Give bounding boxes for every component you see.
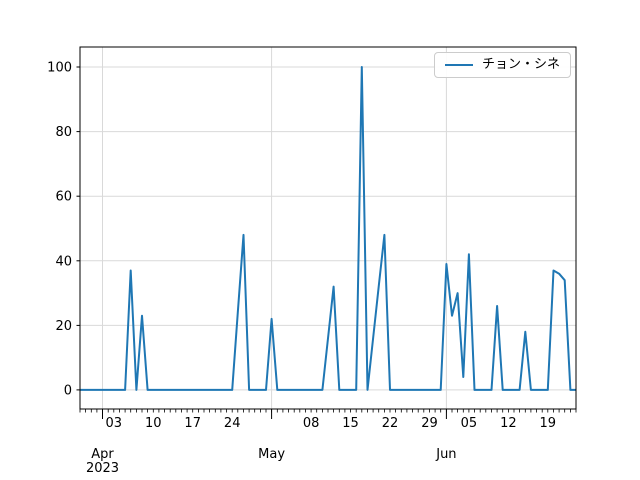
plot-border bbox=[79, 46, 577, 410]
legend-label: チョン・シネ bbox=[481, 57, 560, 72]
x-tick-label: 24 bbox=[224, 416, 241, 431]
data-line bbox=[80, 66, 576, 391]
legend-line-sample bbox=[444, 64, 473, 67]
x-tick-label: 08 bbox=[303, 416, 320, 431]
x-tick-label: 22 bbox=[382, 416, 399, 431]
x-tick-label: 15 bbox=[342, 416, 359, 431]
x-tick-label: 05 bbox=[461, 416, 478, 431]
y-tick-label: 0 bbox=[64, 383, 72, 398]
x-month-label: Apr bbox=[91, 447, 114, 462]
x-tick-label: 17 bbox=[184, 416, 201, 431]
y-tick-label: 40 bbox=[55, 254, 72, 269]
x-month-label: Jun bbox=[435, 447, 456, 462]
y-tick-label: 20 bbox=[55, 319, 72, 334]
x-tick-label: 29 bbox=[421, 416, 438, 431]
x-year-label: 2023 bbox=[86, 461, 119, 476]
x-tick-label: 12 bbox=[500, 416, 517, 431]
x-tick-label: 10 bbox=[145, 416, 162, 431]
x-tick-label: 19 bbox=[540, 416, 557, 431]
y-tick-label: 80 bbox=[55, 125, 72, 140]
legend: チョン・シネ bbox=[433, 52, 571, 79]
y-tick-label: 60 bbox=[55, 190, 72, 205]
y-tick-label: 100 bbox=[47, 61, 72, 76]
x-tick-label: 03 bbox=[106, 416, 123, 431]
x-month-label: May bbox=[258, 447, 285, 462]
